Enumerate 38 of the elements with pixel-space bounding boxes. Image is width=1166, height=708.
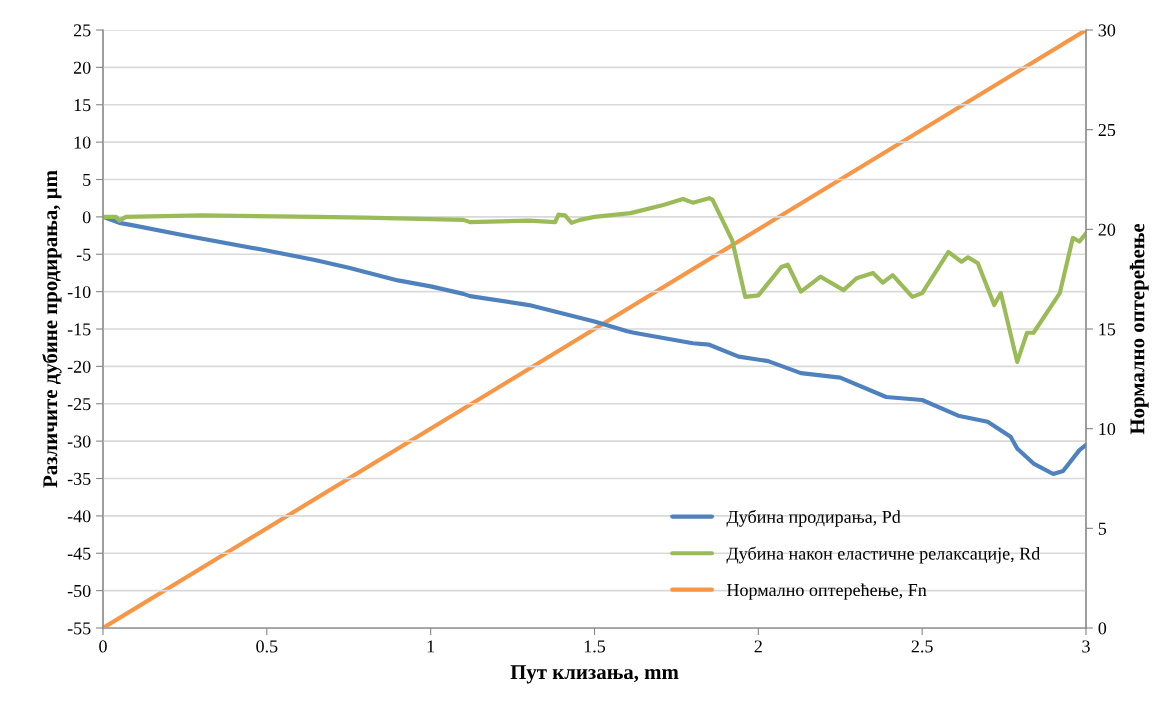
y-tick-label: 10 — [74, 136, 91, 149]
y-tick-label: 0 — [82, 211, 91, 224]
y-tick-label: -15 — [67, 323, 91, 336]
y-tick-label: 5 — [83, 173, 91, 186]
y-tick-label: -5 — [76, 248, 91, 261]
x-tick-label: 2 — [754, 640, 762, 653]
x-tick-label: 1 — [427, 640, 435, 653]
y-tick-label: 20 — [73, 61, 91, 74]
y2-tick-label: 15 — [1099, 323, 1116, 336]
y-tick-label: -40 — [67, 510, 91, 523]
legend-label: Дубина након еластичне релаксације, Rd — [726, 546, 1041, 564]
y-tick-label: -30 — [67, 435, 91, 448]
x-axis-title: Пут клизања, mm — [510, 665, 679, 684]
y-axis-title: Различите дубине продирања, µm — [42, 170, 62, 488]
x-tick-label: 1.5 — [584, 640, 606, 653]
legend-label: Нормално оптерећење, Fn — [726, 583, 927, 600]
y2-tick-label: 5 — [1098, 522, 1107, 535]
y-tick-label: -10 — [67, 285, 91, 299]
y2-tick-label: 30 — [1098, 24, 1116, 37]
x-tick-label: 3 — [1082, 640, 1090, 653]
y-tick-label: -20 — [67, 360, 91, 373]
x-tick-label: 0.5 — [256, 640, 278, 653]
y2-tick-label: 10 — [1099, 422, 1116, 436]
y-tick-label: -25 — [67, 398, 91, 411]
y-tick-label: -45 — [67, 547, 91, 560]
x-tick-label: 2.5 — [911, 640, 933, 653]
y-tick-label: -55 — [67, 622, 91, 635]
y-tick-label: 15 — [74, 99, 91, 112]
y-tick-label: 25 — [73, 24, 91, 37]
y-tick-label: -35 — [67, 472, 91, 485]
y2-axis-title: Нормално оптерећење — [1129, 223, 1149, 435]
x-tick-label: 0 — [99, 640, 107, 653]
line-series — [103, 196, 1086, 364]
y2-tick-label: 25 — [1098, 123, 1116, 137]
y2-tick-label: 20 — [1098, 223, 1116, 236]
legend-label: Дубина продирања, Pd — [726, 509, 901, 527]
y-tick-label: -50 — [67, 584, 91, 598]
y2-tick-label: 0 — [1098, 622, 1107, 635]
